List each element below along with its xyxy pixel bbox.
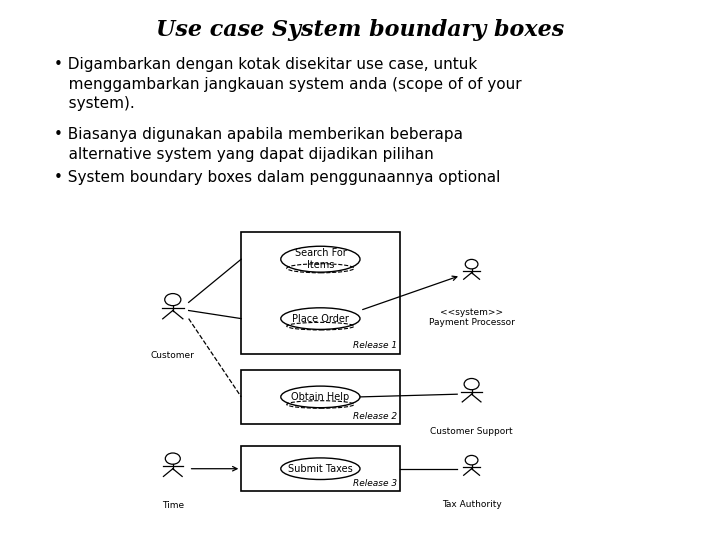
Text: Use case System boundary boxes: Use case System boundary boxes <box>156 19 564 41</box>
Text: • System boundary boxes dalam penggunaannya optional: • System boundary boxes dalam penggunaan… <box>54 170 500 185</box>
Text: Release 1: Release 1 <box>353 341 397 350</box>
Text: Customer: Customer <box>151 351 194 360</box>
Text: Tax Authority: Tax Authority <box>442 500 501 509</box>
Text: • Digambarkan dengan kotak disekitar use case, untuk
   menggambarkan jangkauan : • Digambarkan dengan kotak disekitar use… <box>54 57 521 111</box>
Text: • Biasanya digunakan apabila memberikan beberapa
   alternative system yang dapa: • Biasanya digunakan apabila memberikan … <box>54 127 463 161</box>
Text: Obtain Help: Obtain Help <box>292 392 349 402</box>
Text: Submit Taxes: Submit Taxes <box>288 464 353 474</box>
Text: Place Order: Place Order <box>292 314 348 323</box>
Text: Release 3: Release 3 <box>353 479 397 488</box>
Text: Release 2: Release 2 <box>353 411 397 421</box>
Text: <<system>>
Payment Processor: <<system>> Payment Processor <box>428 308 515 327</box>
Text: Customer Support: Customer Support <box>431 427 513 436</box>
Text: Search For
Items: Search For Items <box>294 248 346 270</box>
Text: Time: Time <box>162 501 184 510</box>
